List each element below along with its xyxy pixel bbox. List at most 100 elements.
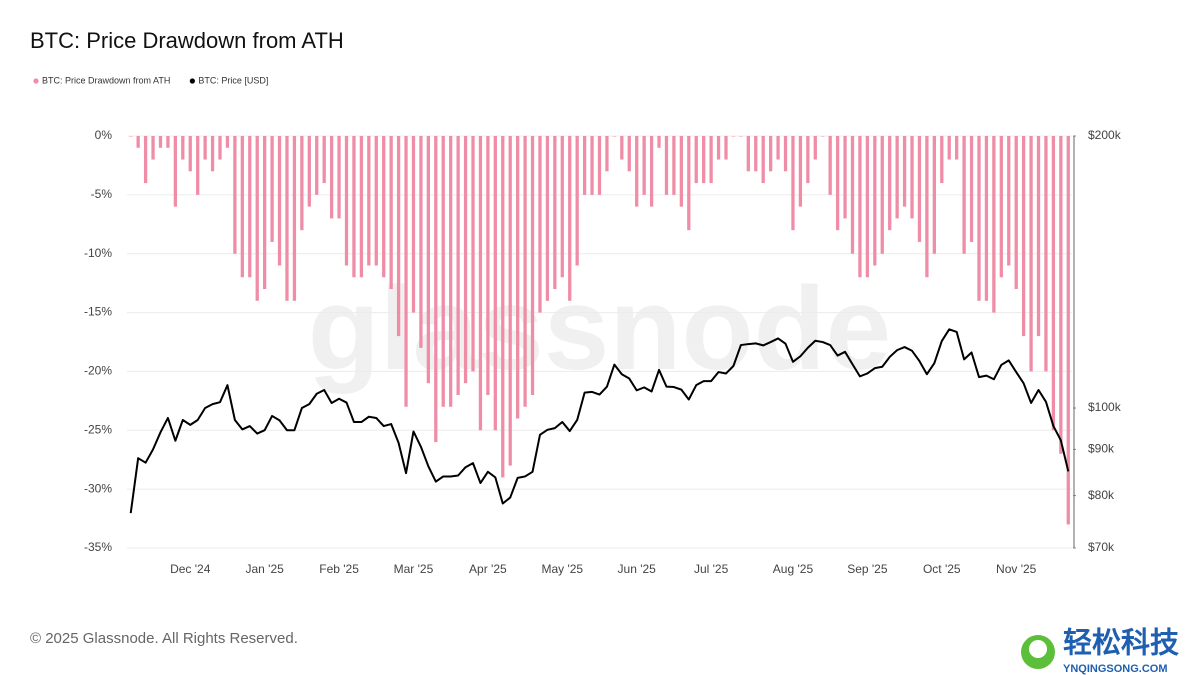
bar <box>419 136 423 348</box>
bar <box>709 136 713 184</box>
bar <box>783 136 788 172</box>
bar <box>367 136 371 266</box>
bar <box>910 136 914 219</box>
bar <box>411 136 416 313</box>
bar <box>858 136 862 278</box>
bar <box>925 136 929 278</box>
logo-url: YNQINGSONG.COM <box>1063 663 1168 675</box>
x-tick-label: Dec '24 <box>170 562 211 576</box>
bar <box>456 136 460 395</box>
bar <box>151 136 155 160</box>
bar <box>560 136 564 278</box>
x-tick-label: Jan '25 <box>245 562 284 576</box>
bar <box>992 136 996 313</box>
y2-tick-label: $70k <box>1088 540 1115 554</box>
watermark: glassnode <box>308 263 892 395</box>
bar <box>568 136 572 301</box>
bar <box>203 136 207 160</box>
bar <box>642 136 646 195</box>
bar <box>850 136 855 254</box>
bar <box>791 136 795 231</box>
bar <box>307 136 311 207</box>
bar <box>917 136 922 242</box>
bar <box>158 136 163 148</box>
bar <box>657 136 661 148</box>
bar <box>702 136 706 184</box>
x-tick-label: Oct '25 <box>923 562 961 576</box>
bar <box>724 136 728 160</box>
bar <box>352 136 356 278</box>
bar <box>523 136 527 407</box>
bar <box>806 136 810 184</box>
bar <box>902 136 907 207</box>
bar <box>434 136 438 443</box>
bar <box>597 136 602 195</box>
y-tick-label: -25% <box>84 422 112 436</box>
bar <box>166 136 170 148</box>
bar <box>873 136 877 266</box>
bar <box>679 136 683 207</box>
bar <box>984 136 989 301</box>
y-tick-label: -30% <box>84 481 112 495</box>
bar <box>143 136 148 184</box>
x-tick-label: Jul '25 <box>694 562 729 576</box>
bar <box>396 136 401 337</box>
bar <box>344 136 349 266</box>
bar <box>225 136 230 148</box>
bar <box>329 136 334 219</box>
bar <box>426 136 430 384</box>
background-layer: glassnode <box>127 135 1072 549</box>
bar <box>895 136 899 219</box>
bar <box>359 136 364 278</box>
x-tick-label: Sep '25 <box>847 562 888 576</box>
bar <box>947 136 951 160</box>
bar <box>940 136 944 184</box>
bar <box>545 136 550 301</box>
bar <box>382 136 386 278</box>
bar <box>1051 136 1056 431</box>
bar <box>605 136 609 172</box>
bar <box>969 136 974 242</box>
bar <box>300 136 304 231</box>
legend-label: BTC: Price [USD] <box>198 75 268 85</box>
bar <box>538 136 542 313</box>
bar <box>129 136 133 137</box>
logo-icon-inner <box>1029 640 1047 658</box>
y-tick-label: 0% <box>95 128 113 142</box>
y-tick-label: -5% <box>91 187 113 201</box>
bar <box>664 136 669 195</box>
bar <box>285 136 289 301</box>
bar <box>478 136 483 431</box>
bar <box>1007 136 1011 266</box>
bar <box>188 136 192 172</box>
bar <box>590 136 594 195</box>
bar <box>1044 136 1048 372</box>
x-tick-label: Apr '25 <box>469 562 507 576</box>
x-tick-label: Mar '25 <box>394 562 434 576</box>
bar <box>694 136 698 184</box>
bar <box>315 136 319 195</box>
legend-label: BTC: Price Drawdown from ATH <box>42 75 170 85</box>
bar <box>471 136 475 372</box>
y-tick-label: -15% <box>84 305 112 319</box>
bar <box>635 136 639 207</box>
bar <box>739 136 743 137</box>
bar <box>731 136 736 137</box>
bar <box>769 136 773 172</box>
bar <box>1029 136 1033 372</box>
bar <box>716 136 721 160</box>
bar <box>248 136 252 278</box>
bar <box>612 136 617 137</box>
bar <box>277 136 282 266</box>
bar <box>136 136 140 148</box>
legend-marker <box>189 78 195 84</box>
bar <box>441 136 445 407</box>
footer: © 2025 Glassnode. All Rights Reserved. <box>30 630 298 647</box>
bar <box>1014 136 1018 290</box>
bar <box>218 136 222 160</box>
bar <box>196 136 200 195</box>
bar <box>821 136 825 137</box>
bar <box>746 136 750 172</box>
bar <box>955 136 959 160</box>
bar <box>181 136 185 160</box>
